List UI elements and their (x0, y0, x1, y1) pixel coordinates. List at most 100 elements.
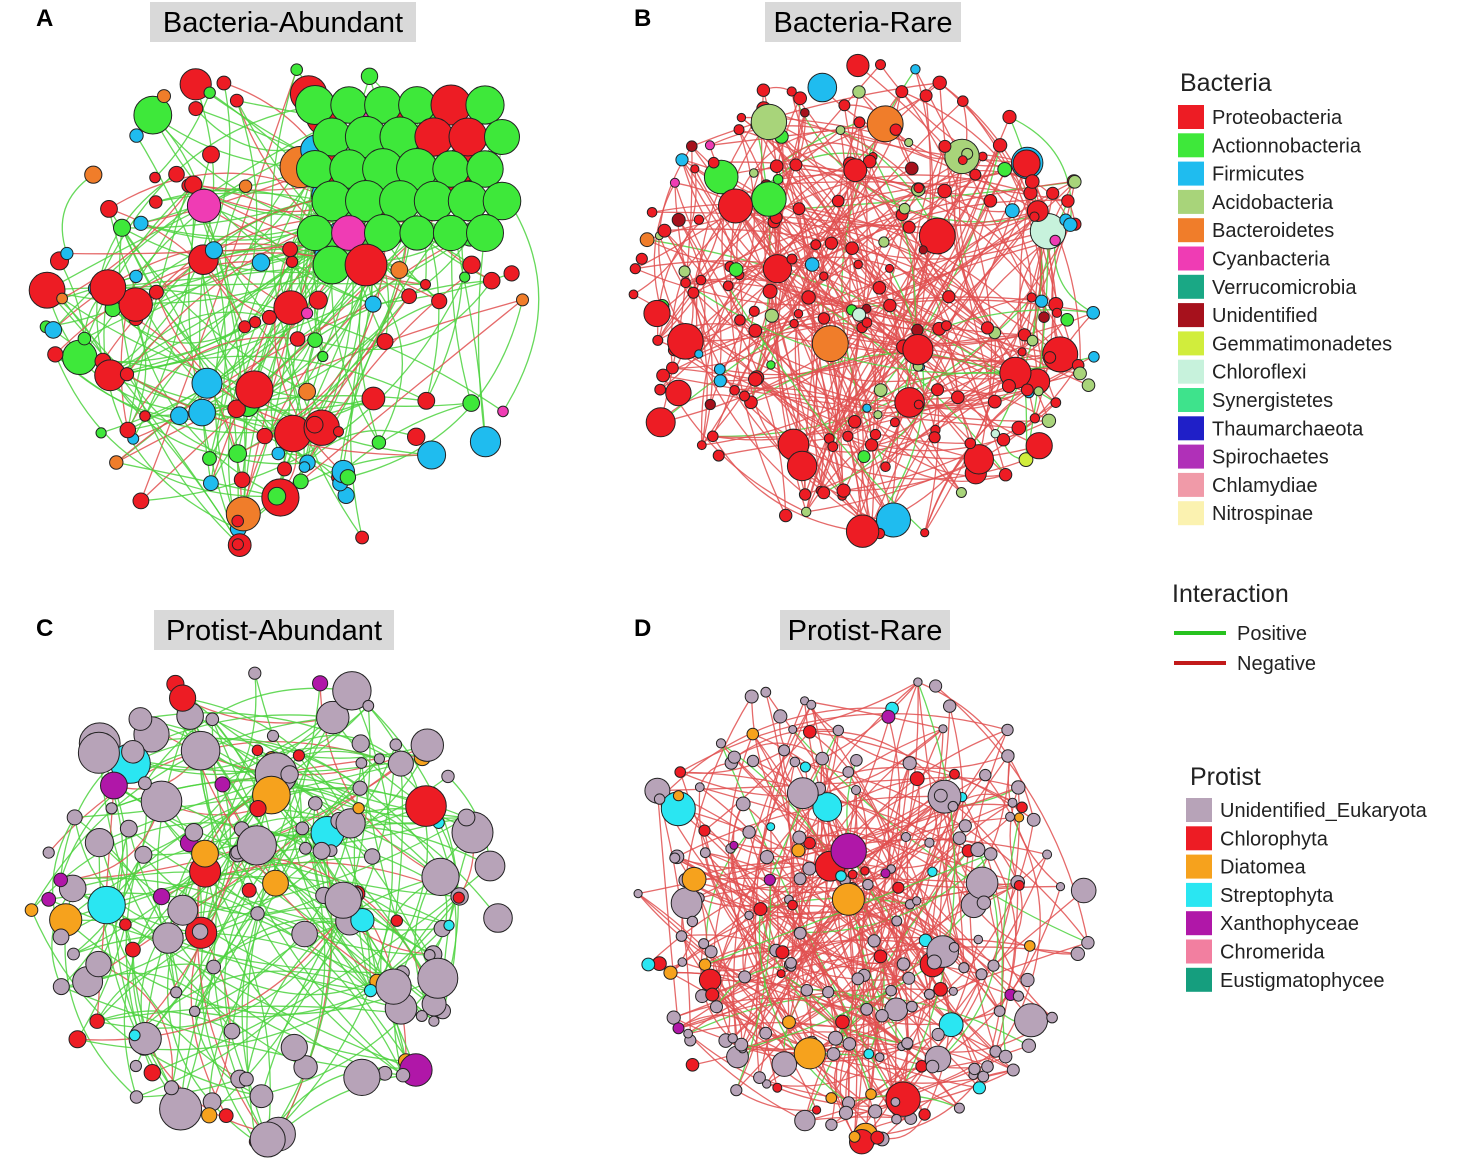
network-node (483, 903, 513, 933)
edge (127, 318, 147, 431)
network-node (1026, 812, 1041, 827)
edge (695, 108, 765, 355)
network-node (643, 299, 671, 328)
network-node (727, 750, 741, 764)
edge (894, 681, 956, 1103)
network-node (316, 700, 350, 735)
network-node (949, 768, 960, 780)
network-node (748, 305, 760, 317)
network-node (628, 289, 639, 300)
network-node (293, 1055, 318, 1080)
network-node (350, 908, 375, 933)
network-node (339, 469, 357, 486)
edge (775, 728, 944, 951)
edge (837, 200, 937, 431)
network-node (149, 171, 161, 184)
edge (742, 803, 801, 964)
network-node (729, 840, 739, 850)
edge (142, 854, 325, 915)
network-node (469, 426, 502, 458)
network-node (291, 920, 318, 948)
network-node (973, 934, 984, 945)
network-node (186, 188, 222, 223)
legend-bacteria-label-3: Acidobacteria (1212, 192, 1334, 214)
edge (828, 145, 1001, 439)
network-node (121, 740, 145, 764)
edge (211, 719, 404, 1076)
network-node (693, 214, 705, 225)
network-node (885, 263, 894, 273)
edge (381, 763, 404, 987)
edge (211, 719, 417, 1071)
panel-c: C Protist-Abundant (24, 610, 513, 1158)
panel-c-network (24, 666, 513, 1158)
edge (656, 790, 680, 1029)
network-node (376, 333, 394, 350)
network-node (987, 959, 1000, 972)
network-node (118, 287, 153, 322)
network-node (344, 243, 388, 287)
network-node (969, 168, 982, 181)
network-node (1086, 306, 1100, 320)
network-node (918, 1108, 931, 1121)
edge (678, 988, 954, 1029)
network-node (715, 738, 727, 749)
network-node (405, 785, 447, 827)
legend-interaction: Interaction Positive Negative (1172, 580, 1316, 675)
edge (867, 778, 920, 886)
network-node (674, 766, 687, 778)
edge (748, 704, 812, 916)
network-node (84, 828, 115, 858)
network-node (1013, 880, 1025, 891)
panel-c-letter: C (36, 615, 53, 642)
edge (815, 244, 996, 403)
network-node (653, 793, 666, 805)
edge (770, 121, 845, 491)
network-node (875, 1009, 889, 1023)
network-node (942, 290, 956, 304)
network-node (851, 972, 865, 986)
legend-protist-swatch-3 (1186, 882, 1212, 907)
legend-bacteria-label-6: Verrucomicrobia (1212, 277, 1357, 299)
network-node (699, 847, 711, 859)
legend-protist-swatch-0 (1186, 798, 1212, 822)
network-node (1016, 801, 1028, 814)
network-node (407, 427, 426, 446)
network-node (734, 1037, 749, 1052)
network-node (904, 137, 914, 148)
network-node (793, 309, 804, 319)
network-node (981, 1060, 994, 1073)
network-node (948, 942, 960, 953)
network-node (815, 751, 830, 766)
edge (681, 159, 744, 437)
edge (847, 224, 1071, 437)
network-node (729, 385, 740, 396)
edge (213, 928, 443, 996)
network-node (44, 321, 63, 339)
edge (721, 167, 905, 210)
network-node (289, 331, 306, 347)
edge (791, 258, 865, 531)
network-node (803, 725, 817, 739)
edge (126, 373, 432, 456)
network-node (474, 850, 506, 882)
network-node (862, 878, 874, 891)
network-node (910, 64, 921, 75)
edge (72, 871, 430, 956)
network-node (965, 866, 999, 900)
network-node (880, 868, 891, 879)
network-node (979, 768, 992, 782)
network-node (722, 280, 734, 292)
network-node (838, 1105, 854, 1120)
network-node (465, 85, 505, 125)
network-node (249, 1121, 286, 1158)
edge (769, 879, 898, 1120)
network-node (443, 919, 455, 932)
network-node (133, 95, 173, 135)
edge (77, 894, 356, 1041)
edge (877, 414, 1019, 429)
network-node (878, 236, 890, 248)
network-node (687, 286, 700, 299)
network-node (432, 214, 470, 252)
edge (729, 205, 787, 516)
